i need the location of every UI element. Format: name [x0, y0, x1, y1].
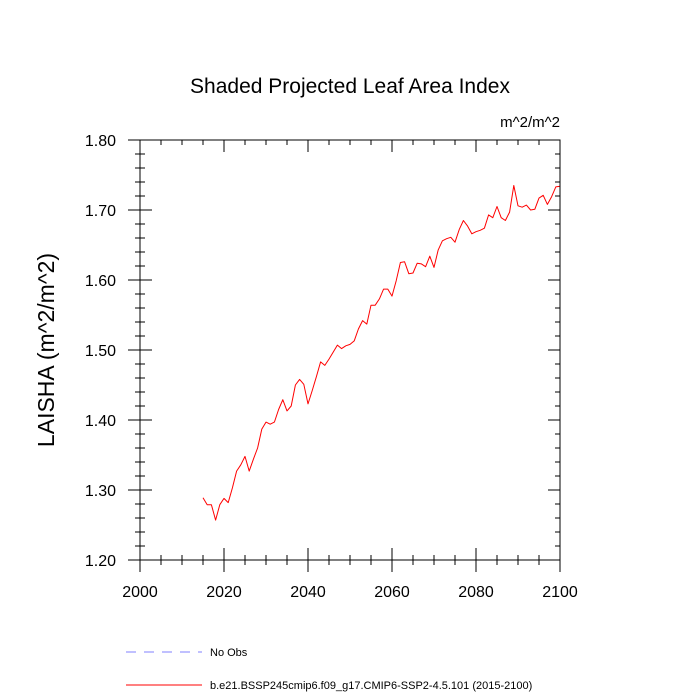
- y-tick-label: 1.60: [85, 273, 116, 290]
- x-tick-label: 2060: [374, 584, 410, 601]
- legend-label-no-obs: No Obs: [210, 647, 248, 659]
- y-tick-label: 1.30: [85, 483, 116, 500]
- x-tick-label: 2000: [122, 584, 158, 601]
- axis-ticks: [128, 139, 561, 572]
- y-tick-label: 1.80: [85, 133, 116, 150]
- x-tick-labels: 2000 2020 2040 2060 2080 2100: [122, 584, 578, 601]
- x-tick-label: 2080: [458, 584, 494, 601]
- y-tick-label: 1.50: [85, 343, 116, 360]
- plot-frame: [139, 139, 561, 561]
- series-line-1: [202, 185, 561, 521]
- legend: No Obs b.e21.BSSP245cmip6.f09_g17.CMIP6-…: [126, 647, 532, 692]
- units-label: m^2/m^2: [500, 114, 560, 131]
- x-tick-label: 2100: [542, 584, 578, 601]
- data-series: [202, 185, 561, 521]
- y-tick-label: 1.70: [85, 203, 116, 220]
- y-tick-label: 1.20: [85, 553, 116, 570]
- y-tick-label: 1.40: [85, 413, 116, 430]
- chart-title: Shaded Projected Leaf Area Index: [190, 75, 510, 98]
- x-tick-label: 2020: [206, 584, 242, 601]
- y-tick-labels: 1.20 1.30 1.40 1.50 1.60 1.70 1.80: [85, 133, 116, 570]
- y-axis-label: LAISHA (m^2/m^2): [33, 253, 59, 447]
- legend-label-model: b.e21.BSSP245cmip6.f09_g17.CMIP6-SSP2-4.…: [210, 680, 532, 692]
- x-tick-label: 2040: [290, 584, 326, 601]
